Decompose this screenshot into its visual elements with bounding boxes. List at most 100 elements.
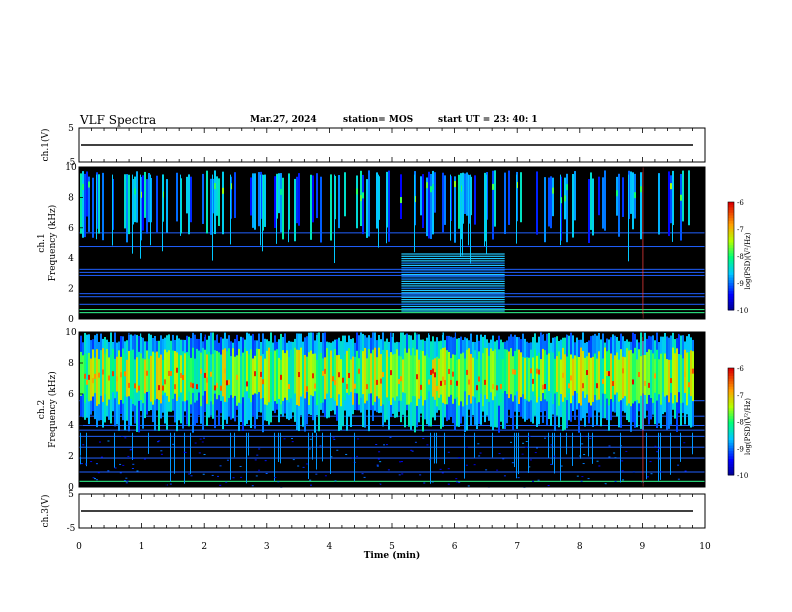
- colorbar-swatch: [728, 400, 734, 404]
- burst: [170, 370, 172, 376]
- burst: [550, 351, 552, 393]
- burst: [552, 432, 553, 465]
- burst: [640, 172, 642, 240]
- speckle: [608, 456, 611, 458]
- burst: [548, 177, 550, 227]
- burst: [414, 174, 415, 253]
- colorbar-swatch: [728, 237, 734, 241]
- colorbar-swatch: [728, 416, 734, 420]
- speckle: [614, 480, 617, 482]
- burst: [458, 174, 460, 229]
- speckle: [521, 453, 524, 455]
- speckle: [258, 448, 261, 450]
- burst: [428, 357, 430, 392]
- burst: [280, 173, 282, 233]
- colorbar-swatch: [728, 376, 734, 380]
- burst: [622, 356, 624, 399]
- speckle: [498, 453, 501, 455]
- speckle: [423, 482, 426, 484]
- burst: [252, 358, 254, 395]
- speckle: [95, 479, 98, 481]
- burst: [536, 171, 538, 235]
- burst: [430, 432, 431, 484]
- striped-block: [401, 278, 505, 280]
- speckle: [583, 435, 586, 437]
- colorbar-swatch: [728, 368, 734, 372]
- burst: [590, 172, 592, 230]
- speckle: [619, 445, 622, 447]
- burst: [190, 176, 192, 223]
- burst: [654, 373, 656, 379]
- narrowband-line: [79, 435, 705, 437]
- narrowband-line: [79, 232, 705, 234]
- burst: [234, 432, 235, 458]
- x-axis-label: Time (min): [364, 550, 421, 561]
- burst: [596, 383, 598, 389]
- burst: [322, 370, 324, 376]
- burst: [152, 351, 154, 405]
- burst: [474, 432, 475, 458]
- burst: [156, 351, 158, 399]
- speckle: [544, 437, 547, 439]
- burst: [456, 359, 458, 398]
- burst: [672, 347, 674, 404]
- burst: [278, 173, 280, 214]
- burst: [378, 174, 379, 248]
- burst: [492, 384, 494, 390]
- speckle: [201, 441, 204, 443]
- colorbar-swatch: [728, 291, 734, 295]
- burst: [404, 348, 406, 394]
- burst: [88, 176, 90, 232]
- burst: [280, 432, 281, 464]
- burst: [162, 174, 163, 252]
- burst: [114, 432, 115, 468]
- burst: [266, 350, 268, 406]
- burst: [538, 352, 540, 397]
- burst: [462, 174, 463, 256]
- narrowband-line: [79, 429, 705, 431]
- panel-ticks-1: [78, 128, 706, 162]
- burst: [576, 356, 578, 394]
- colorbar-swatch: [728, 381, 734, 385]
- burst: [298, 350, 300, 406]
- burst: [390, 370, 392, 376]
- burst: [464, 173, 466, 214]
- burst: [590, 357, 592, 406]
- burst: [86, 353, 88, 400]
- speckle: [398, 474, 401, 476]
- burst: [174, 350, 176, 394]
- burst: [334, 380, 336, 386]
- speckle: [264, 460, 267, 462]
- burst: [444, 380, 446, 386]
- burst: [80, 432, 81, 465]
- burst: [330, 193, 332, 200]
- burst: [156, 175, 158, 233]
- colorbar-swatch: [728, 277, 734, 281]
- speckle: [550, 444, 553, 446]
- burst: [646, 352, 648, 404]
- burst: [202, 347, 204, 396]
- burst: [450, 379, 452, 385]
- burst: [598, 351, 600, 400]
- burst: [460, 174, 461, 257]
- colorbar-swatch: [728, 432, 734, 436]
- y-tick-label: 6: [68, 390, 74, 400]
- burst: [560, 432, 561, 481]
- station-label: station= MOS: [343, 115, 414, 125]
- burst: [444, 347, 446, 405]
- colorbar-swatch: [728, 210, 734, 214]
- burst: [692, 368, 694, 374]
- speckle: [217, 475, 220, 477]
- burst: [464, 358, 466, 392]
- burst: [492, 170, 494, 240]
- colorbar-swatch: [728, 293, 734, 297]
- burst: [106, 348, 108, 406]
- burst: [594, 353, 596, 395]
- burst: [312, 373, 314, 379]
- burst: [180, 174, 181, 236]
- burst: [126, 359, 128, 397]
- burst: [620, 432, 621, 483]
- burst: [188, 174, 190, 235]
- speckle: [528, 435, 531, 437]
- speckle: [158, 440, 161, 442]
